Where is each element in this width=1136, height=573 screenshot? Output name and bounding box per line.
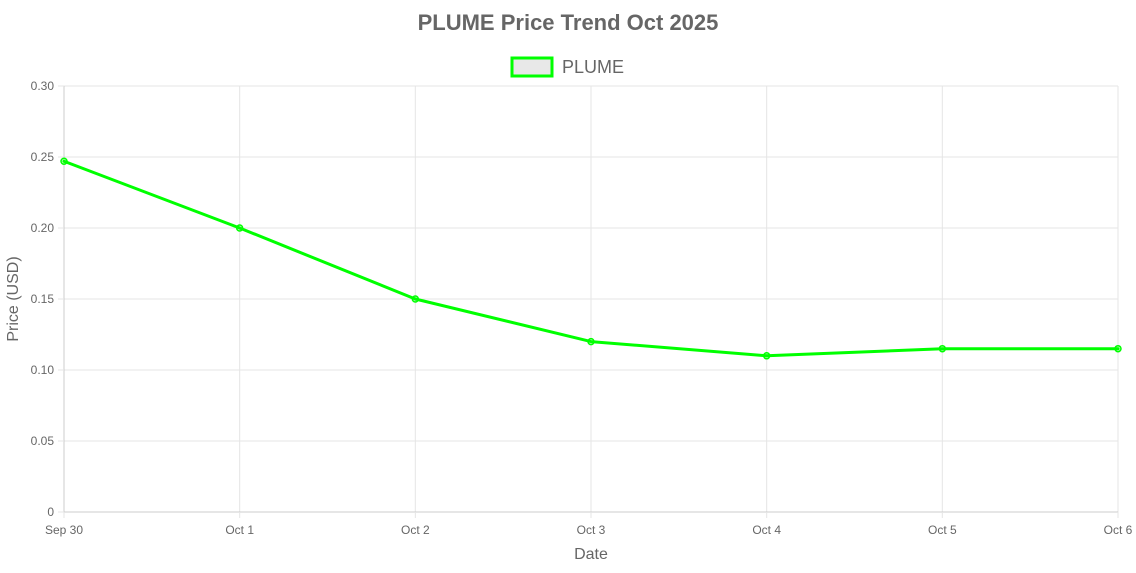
series-plume bbox=[60, 157, 1122, 360]
y-tick-label: 0 bbox=[47, 505, 54, 519]
x-tick-label: Oct 2 bbox=[401, 523, 430, 537]
x-axis-ticks: Sep 30 Oct 1 Oct 2 Oct 3 Oct 4 Oct 5 Oct 6 bbox=[45, 512, 1133, 537]
x-axis-title: Date bbox=[574, 546, 608, 563]
legend-label-plume[interactable]: PLUME bbox=[562, 57, 624, 77]
data-point[interactable] bbox=[235, 224, 244, 232]
y-tick-label: 0.30 bbox=[31, 79, 55, 93]
y-axis-ticks: 0 0.05 0.10 0.15 0.20 0.25 0.30 bbox=[31, 79, 64, 519]
x-tick-label: Oct 3 bbox=[577, 523, 606, 537]
x-tick-label: Oct 1 bbox=[225, 523, 254, 537]
y-tick-label: 0.15 bbox=[31, 292, 55, 306]
chart-title: PLUME Price Trend Oct 2025 bbox=[418, 10, 719, 35]
x-tick-label: Sep 30 bbox=[45, 523, 83, 537]
x-tick-label: Oct 4 bbox=[752, 523, 781, 537]
series-line-plume bbox=[62, 159, 1120, 358]
data-point[interactable] bbox=[411, 295, 420, 303]
x-tick-label: Oct 6 bbox=[1104, 523, 1133, 537]
grid bbox=[64, 85, 1119, 512]
y-tick-label: 0.25 bbox=[31, 150, 55, 164]
y-tick-label: 0.10 bbox=[31, 363, 55, 377]
data-point[interactable] bbox=[587, 337, 595, 346]
y-tick-label: 0.20 bbox=[31, 221, 55, 235]
data-point[interactable] bbox=[1114, 344, 1122, 353]
x-tick-label: Oct 5 bbox=[928, 523, 957, 537]
y-tick-label: 0.05 bbox=[31, 434, 55, 448]
data-point[interactable] bbox=[60, 157, 68, 166]
data-point[interactable] bbox=[762, 352, 771, 360]
data-point[interactable] bbox=[938, 344, 947, 353]
legend-swatch-plume[interactable] bbox=[510, 56, 554, 78]
legend[interactable]: PLUME bbox=[510, 56, 624, 78]
y-axis-title: Price (USD) bbox=[5, 256, 22, 341]
